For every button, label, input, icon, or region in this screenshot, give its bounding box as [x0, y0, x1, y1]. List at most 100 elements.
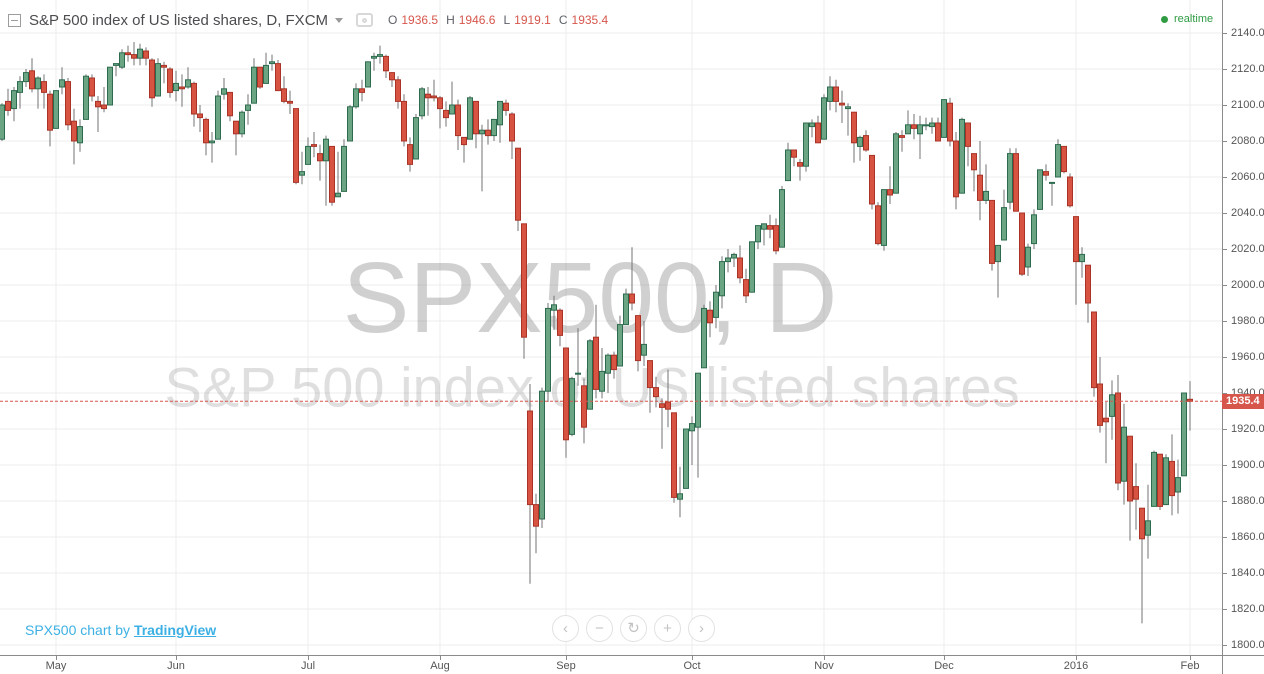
tradingview-link[interactable]: TradingView	[133, 622, 217, 638]
candle-up	[1049, 181, 1055, 206]
candle-up	[761, 223, 767, 246]
candle-up	[173, 70, 179, 102]
candle-up	[917, 115, 923, 159]
candle-down	[197, 105, 203, 132]
candle-up	[23, 69, 29, 87]
candle-up	[347, 105, 353, 142]
snapshot-camera-icon[interactable]	[356, 13, 374, 27]
candle-down	[5, 88, 11, 116]
candle-up	[803, 122, 809, 172]
candle-up	[1037, 169, 1043, 210]
time-tick-mark	[1076, 656, 1077, 660]
collapse-icon[interactable]	[8, 13, 21, 27]
candle-up	[1181, 392, 1187, 477]
candle-down	[1103, 402, 1109, 464]
price-axis[interactable]: 1800.0 1820.0 1840.0 1860.0 1880.0 1900.0 1920…	[1222, 0, 1264, 655]
candle-up	[575, 328, 581, 386]
chart-attribution: SPX500 chart by TradingView	[25, 622, 216, 638]
candle-up	[185, 67, 191, 89]
candle-down	[203, 117, 209, 156]
zoom-in-button[interactable]: +	[654, 615, 681, 642]
candle-down	[179, 74, 185, 107]
candle-down	[395, 76, 401, 109]
candle-up	[617, 315, 623, 367]
candle-down	[509, 112, 515, 159]
candle-up	[449, 81, 455, 115]
realtime-status: realtime	[1161, 13, 1213, 25]
candle-up	[419, 87, 425, 120]
candle-up	[941, 99, 947, 138]
candle-up	[137, 43, 143, 66]
candle-down	[1115, 375, 1121, 491]
candle-down	[833, 79, 839, 113]
time-tick-label: Oct	[683, 660, 701, 672]
candle-up	[77, 119, 83, 152]
scroll-left-button[interactable]: ‹	[552, 615, 579, 642]
scroll-right-button[interactable]: ›	[688, 615, 715, 642]
time-axis[interactable]: May Jun Jul Aug Sep Oct Nov Dec 2016 Feb	[0, 655, 1264, 674]
candle-down	[1187, 381, 1193, 431]
price-tick-mark	[1223, 177, 1227, 178]
axis-corner-line	[1222, 656, 1223, 674]
open-value: 1936.5	[401, 13, 439, 27]
candle-down	[1061, 145, 1067, 174]
open-label: O	[388, 13, 398, 27]
candle-down	[425, 87, 431, 116]
time-tick-mark	[566, 656, 567, 660]
price-tick-label: 2080.0	[1231, 135, 1264, 147]
candle-up	[749, 241, 755, 293]
candle-up	[119, 49, 125, 69]
price-tick-mark	[1223, 357, 1227, 358]
candle-up	[305, 137, 311, 165]
time-tick-mark	[944, 656, 945, 660]
candle-down	[581, 378, 587, 444]
price-tick-label: 1880.0	[1231, 495, 1264, 507]
zoom-out-button[interactable]: −	[586, 615, 613, 642]
candle-down	[851, 111, 857, 163]
time-tick-label: Aug	[430, 660, 450, 672]
candle-up	[1121, 403, 1127, 505]
candle-down	[1043, 164, 1049, 181]
candle-up	[59, 67, 65, 95]
price-tick-mark	[1223, 645, 1227, 646]
watermark-symbol: SPX500, D	[343, 242, 838, 354]
time-tick-label: May	[45, 660, 67, 672]
candle-down	[431, 79, 437, 102]
candle-up	[1163, 454, 1169, 506]
time-tick-label: Feb	[1180, 660, 1200, 672]
candle-down	[29, 58, 35, 93]
candle-down	[1157, 453, 1163, 510]
candle-down	[977, 141, 983, 221]
symbol-title[interactable]: S&P 500 index of US listed shares, D, FX…	[29, 11, 329, 29]
price-chart-canvas[interactable]: SPX500, D S&P 500 index of US listed shar…	[0, 0, 1222, 655]
attribution-text: SPX500 chart by	[25, 622, 134, 638]
candle-down	[1139, 507, 1145, 624]
chart-nav-toolbar: ‹ − ↻ + ›	[552, 615, 715, 642]
realtime-label: realtime	[1174, 13, 1214, 25]
candle-up	[467, 96, 473, 140]
candle-down	[869, 154, 875, 210]
candle-up	[1151, 450, 1157, 507]
candle-down	[281, 76, 287, 104]
candle-down	[1019, 212, 1025, 276]
candle-down	[707, 301, 713, 338]
candle-down	[815, 115, 821, 144]
candle-up	[677, 466, 683, 518]
candle-down	[1085, 264, 1091, 323]
candle-down	[797, 159, 803, 181]
candle-up	[323, 135, 329, 206]
symbol-header: S&P 500 index of US listed shares, D, FX…	[8, 10, 616, 30]
chevron-down-icon[interactable]	[335, 17, 344, 23]
candle-up	[1007, 148, 1013, 210]
candle-up	[1025, 243, 1031, 276]
low-value: 1919.1	[514, 13, 551, 27]
price-tick-label: 2100.0	[1231, 99, 1264, 111]
price-tick-mark	[1223, 141, 1227, 142]
candle-up	[491, 118, 497, 141]
price-tick-mark	[1223, 69, 1227, 70]
candle-up	[221, 78, 227, 100]
candle-down	[1169, 434, 1175, 516]
reset-chart-button[interactable]: ↻	[620, 615, 647, 642]
candle-down	[257, 66, 263, 89]
candle-down	[473, 100, 479, 149]
